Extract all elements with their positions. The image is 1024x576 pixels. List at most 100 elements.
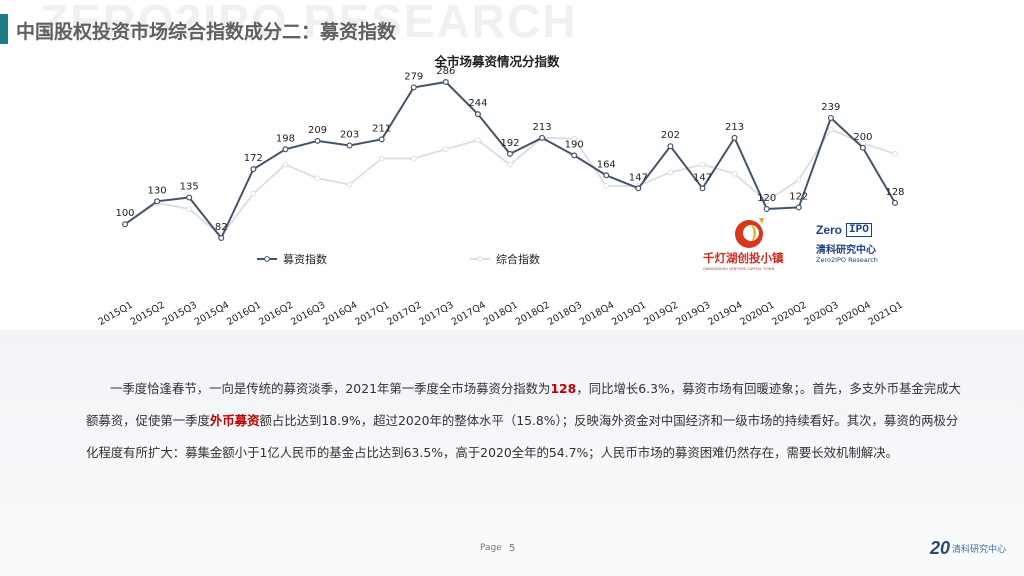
x-tick-label: 2015Q3 [161,300,199,328]
zero2ipo-cn-name: 清科研究中心 [816,245,876,256]
data-label: 203 [340,129,359,140]
page-title: 中国股权投资市场综合指数成分二：募资指数 [16,21,397,43]
line-chart: 全市场募资情况分指数 募资指数 综合指数 100 130 135 82 172 198 209… [97,54,905,328]
series-1-point [603,183,610,189]
x-tick-label: 2017Q1 [353,300,391,328]
zero2ipo-en-name: Zero2IPO Research [816,256,878,264]
series-0-point [667,143,674,150]
x-tick-label: 2021Q1 [867,300,905,328]
footer-brand: 20 清科研究中心 [930,538,1006,559]
data-label: 135 [180,181,199,192]
series-1-point [795,177,802,183]
x-tick-label: 2018Q1 [482,300,520,328]
qiandenghu-name: 千灯湖创投小镇 [703,251,784,265]
paragraph-text-1: 一季度恰逢春节，一向是传统的募资淡季，2021年第一季度全市场募资分指数为 [110,381,551,396]
x-tick-label: 2019Q1 [610,300,648,328]
series-0-point [827,114,834,121]
legend-marker [477,256,483,262]
title-accent-bar [0,14,8,44]
paragraph-highlight-index: 128 [550,381,577,396]
x-tick-label: 2020Q3 [803,300,841,328]
series-1-point [571,135,578,142]
legend-label: 募资指数 [283,252,327,266]
x-tick-label: 2016Q2 [257,300,295,328]
series-1-point [827,126,834,133]
data-label: 122 [789,191,808,202]
x-tick-label: 2017Q3 [418,300,456,328]
data-label: 202 [661,130,680,141]
data-label: 128 [885,187,904,198]
series-0-point [539,134,546,141]
series-1-point [346,181,353,188]
series-0-point [218,235,225,242]
series-1-point [378,155,385,162]
series-0-point [859,144,866,151]
legend-marker [264,256,270,262]
watermark-text: ZERO2IPO RESEARCH [40,0,578,47]
series-0-point [699,185,706,192]
data-label: 120 [757,193,776,204]
x-tick-label: 2016Q3 [289,300,327,328]
series-line-0 [124,80,896,240]
series-1-point [667,169,674,176]
data-label: 200 [853,132,872,143]
data-label: 192 [500,138,519,149]
series-0-point [795,204,802,211]
zero2ipo-logo-part-a: Zero [816,223,843,237]
data-label: 190 [565,139,584,150]
x-tick-label: 2019Q2 [642,300,680,328]
commentary-paragraph: 一季度恰逢春节，一向是传统的募资淡季，2021年第一季度全市场募资分指数为128… [86,373,966,469]
series-0-point [346,142,353,149]
series-0-point [891,199,898,206]
series-0-point [507,150,514,157]
x-tick-label: 2018Q2 [514,300,552,328]
series-0-point [154,198,161,205]
page-number: 5 [509,543,516,554]
series-0-point [731,134,738,141]
data-label: 130 [148,185,167,196]
series-0-point [250,166,257,173]
data-label: 198 [276,133,295,144]
x-tick-label: 2016Q1 [225,300,263,328]
data-label: 239 [821,102,840,113]
chart-title: 全市场募资情况分指数 [433,54,560,69]
series-0-point [442,78,449,85]
series-0-point [282,146,289,153]
series-0-point [410,84,417,91]
series-1-point [699,161,706,168]
series-1-point [731,170,738,177]
x-tick-label: 2016Q4 [321,300,359,328]
series-0-point [314,137,321,144]
series-1-point [442,146,449,153]
x-tick-label: 2019Q3 [674,300,712,328]
x-tick-label: 2015Q4 [193,300,231,328]
x-tick-label: 2020Q2 [770,300,808,328]
data-label: 209 [308,125,327,136]
data-label: 213 [725,122,744,133]
series-0-point [603,172,610,179]
data-label: 147 [629,172,648,183]
footer-brand-text: 清科研究中心 [952,545,1007,555]
paragraph-text-3: 额占比达到18.9%，超过2020年的整体水平（15.8%）；反映海外资金对中国… [86,413,959,460]
paragraph-highlight-fx: 外币募资 [209,413,260,428]
data-label: 286 [436,66,455,77]
series-0-point [474,111,481,118]
data-label: 100 [115,208,134,219]
bottom-background [0,330,1024,576]
series-1-point [282,161,289,168]
x-tick-label: 2017Q4 [450,300,488,328]
paragraph-text-2: ，同比增长6.3%，募资市场有回暖迹象；。首先，多支外币基金完成大额募资，促使第… [86,381,961,428]
qiandenghu-logo: 千灯湖创投小镇 QIANDENGHU VENTURE CAPITAL TOWN [703,214,784,271]
x-tick-label: 2015Q1 [97,300,135,328]
x-tick-label: 2020Q4 [835,300,873,328]
x-tick-label: 2017Q2 [385,300,423,328]
page-label: Page [480,543,502,553]
series-1-point [186,206,193,212]
data-label: 211 [372,123,391,134]
x-tick-label: 2018Q3 [546,300,584,328]
series-1-point [892,151,898,157]
series-1-point [507,161,513,168]
zero2ipo-logo-part-b: IPO [846,223,872,237]
zero2ipo-logo: Zero IPO 清科研究中心 Zero2IPO Research [816,222,896,264]
data-label: 172 [244,153,263,164]
